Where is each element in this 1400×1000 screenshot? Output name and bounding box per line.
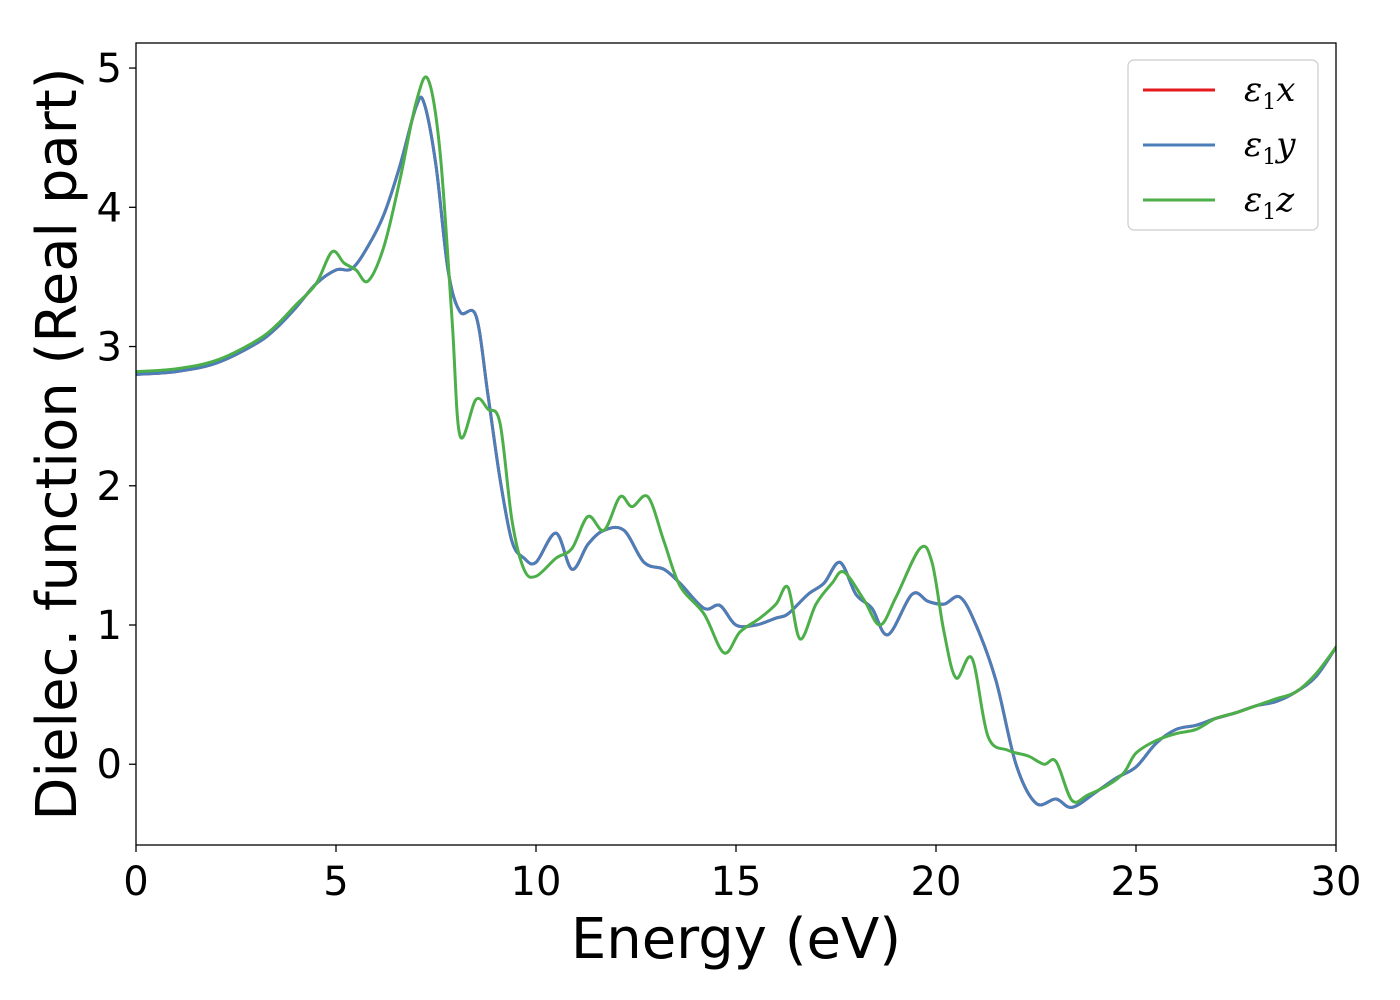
- series-layer: [136, 75, 1336, 809]
- x-tick-label: 10: [511, 859, 562, 905]
- y-tick-label: 4: [97, 185, 122, 231]
- x-tick-label: 25: [1111, 859, 1162, 905]
- y-tick-label: 2: [97, 464, 122, 510]
- x-tick-label: 30: [1311, 859, 1362, 905]
- y-tick-label: 3: [97, 325, 122, 371]
- legend-label-2: ε1y: [1244, 125, 1296, 170]
- legend: ε1x ε1y ε1z: [1127, 59, 1319, 231]
- legend-box: [1127, 59, 1319, 231]
- legend-items: ε1x ε1y ε1z: [1143, 70, 1296, 225]
- y-tick-label: 5: [97, 46, 122, 92]
- series-line-3: [136, 75, 1336, 804]
- y-tick-label: 1: [97, 603, 122, 649]
- x-tick-label: 5: [323, 859, 348, 905]
- x-tick-label: 15: [711, 859, 762, 905]
- legend-label-1: ε1x: [1244, 70, 1295, 115]
- x-tick-label: 20: [911, 859, 962, 905]
- x-tick-label: 0: [123, 859, 148, 905]
- x-axis-label: Energy (eV): [571, 907, 901, 972]
- y-axis-label: Dielec. function (Real part): [25, 67, 90, 820]
- legend-label-3: ε1z: [1244, 180, 1295, 225]
- ticks-layer: 0 5 10 15 20 25 30 0 1 2 3 4 5: [97, 46, 1362, 905]
- y-tick-label: 0: [97, 742, 122, 788]
